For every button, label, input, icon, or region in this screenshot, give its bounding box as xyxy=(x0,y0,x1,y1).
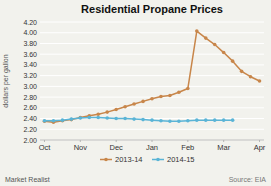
x-tick xyxy=(187,140,188,142)
point xyxy=(141,100,145,104)
point xyxy=(186,87,190,91)
point xyxy=(150,97,154,101)
point xyxy=(159,95,163,99)
point xyxy=(70,118,74,122)
legend-label: 2013-14 xyxy=(115,155,143,164)
point xyxy=(96,116,100,120)
y-tick-label: 2.00 xyxy=(23,137,37,144)
y-tick-label: 3.80 xyxy=(23,40,37,47)
y-tick-label: 2.80 xyxy=(23,94,37,101)
point xyxy=(105,110,109,114)
point xyxy=(43,119,47,123)
point xyxy=(79,116,83,120)
point xyxy=(204,118,208,122)
point xyxy=(168,119,172,123)
point xyxy=(141,118,145,122)
y-tick-label: 4.20 xyxy=(23,19,37,26)
x-tick xyxy=(44,140,45,142)
x-tick xyxy=(223,140,224,142)
x-tick-label: Nov xyxy=(74,143,88,152)
point xyxy=(132,117,136,121)
grid-line xyxy=(40,43,264,44)
grid-line xyxy=(40,22,264,23)
point xyxy=(61,118,65,122)
point xyxy=(96,112,100,116)
x-tick-label: Mar xyxy=(217,143,230,152)
grid-line xyxy=(40,107,264,108)
point xyxy=(177,119,181,123)
chart: Residential Propane Prices dollars per ga… xyxy=(0,0,271,186)
x-tick xyxy=(80,140,81,142)
point xyxy=(195,118,199,122)
point xyxy=(204,36,208,40)
y-tick-label: 2.60 xyxy=(23,104,37,111)
y-tick-label: 3.40 xyxy=(23,61,37,68)
point xyxy=(222,51,226,55)
point xyxy=(195,29,199,33)
point xyxy=(231,118,235,122)
point xyxy=(177,90,181,94)
point xyxy=(258,79,262,83)
y-tick-label: 3.20 xyxy=(23,72,37,79)
point xyxy=(213,43,217,47)
legend: 2013-14 2014-15 xyxy=(100,155,195,164)
point xyxy=(249,75,253,79)
x-tick-label: Oct xyxy=(39,143,52,152)
y-tick-label: 2.40 xyxy=(23,115,37,122)
x-tick-label: Dec xyxy=(109,143,123,152)
x-tick-label: Jan xyxy=(146,143,158,152)
x-tick xyxy=(152,140,153,142)
point xyxy=(61,119,65,123)
legend-label: 2014-15 xyxy=(167,155,195,164)
point xyxy=(159,119,163,123)
plot-area xyxy=(43,29,262,124)
grid-line xyxy=(40,86,264,87)
point xyxy=(114,108,118,112)
point xyxy=(222,118,226,122)
grid-line xyxy=(40,64,264,65)
x-tick-label: Feb xyxy=(181,143,194,152)
y-tick-label: 3.00 xyxy=(23,83,37,90)
grid-line xyxy=(40,54,264,55)
point xyxy=(123,117,127,121)
point xyxy=(132,102,136,106)
point xyxy=(123,105,127,109)
y-tick-label: 2.20 xyxy=(23,126,37,133)
x-tick xyxy=(116,140,117,142)
y-tick-label: 4.00 xyxy=(23,29,37,36)
point xyxy=(105,116,109,120)
point xyxy=(213,118,217,122)
point xyxy=(240,70,244,74)
point xyxy=(52,119,56,123)
series-line xyxy=(44,117,232,121)
grid-line xyxy=(40,32,264,33)
title: Residential Propane Prices xyxy=(81,3,223,15)
footer-right: Source: EIA xyxy=(229,176,267,183)
point xyxy=(186,119,190,123)
point xyxy=(79,116,83,120)
point xyxy=(114,117,118,121)
point xyxy=(150,118,154,122)
x-tick xyxy=(259,140,260,142)
y-axis-label: dollars per gallon xyxy=(2,54,10,107)
x-tick-label: Apr xyxy=(254,143,266,152)
point xyxy=(70,117,74,121)
point xyxy=(231,59,235,63)
point xyxy=(43,119,47,123)
y-tick-label: 3.60 xyxy=(23,51,37,58)
background xyxy=(0,0,271,186)
legend-marker xyxy=(156,158,160,162)
footer-left: Market Realist xyxy=(5,176,50,183)
grid-line xyxy=(40,129,264,130)
series-line xyxy=(44,31,259,122)
grid-line xyxy=(40,75,264,76)
point xyxy=(87,116,91,120)
legend-marker xyxy=(104,158,108,162)
point xyxy=(168,94,172,98)
